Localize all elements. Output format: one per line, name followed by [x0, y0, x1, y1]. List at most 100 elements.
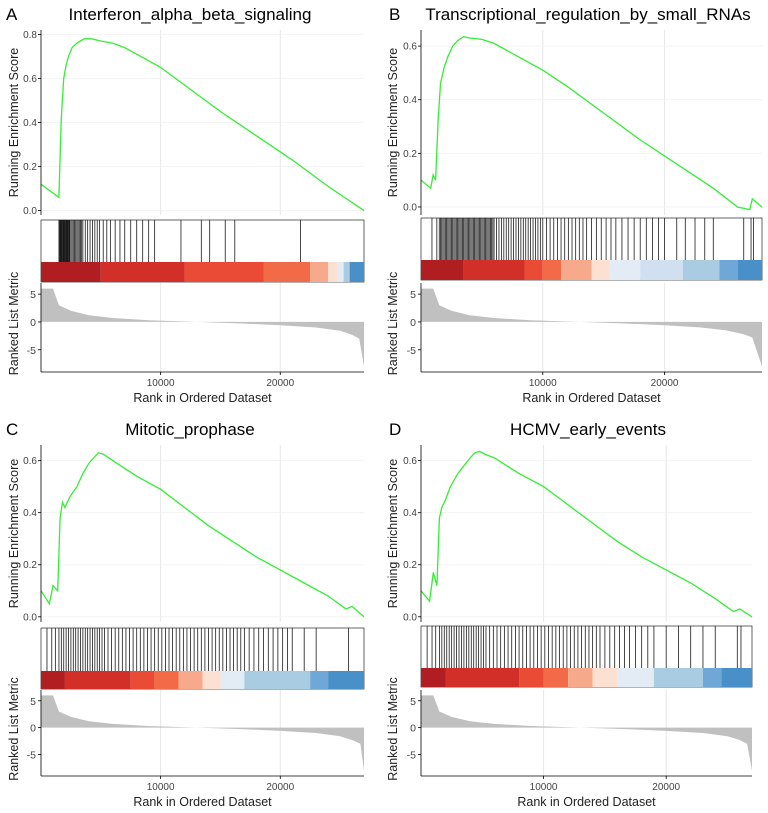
es-y-tick-label: 0.0	[23, 206, 37, 217]
ranked-metric-area	[41, 289, 364, 367]
heat-segment	[617, 668, 654, 687]
es-y-tick-label: 0.0	[23, 612, 37, 623]
heat-segment	[264, 262, 311, 282]
panel-title: Interferon_alpha_beta_signaling	[69, 5, 312, 24]
heat-segment	[65, 671, 131, 689]
panel-letter: C	[6, 420, 18, 439]
heat-segment	[41, 671, 65, 689]
heat-segment	[525, 260, 543, 280]
panel-title: HCMV_early_events	[510, 420, 666, 439]
x-tick-label: 20000	[266, 378, 294, 389]
metric-y-tick-label: -5	[27, 345, 36, 357]
metric-y-axis-label: Ranked List Metric	[7, 272, 21, 376]
running-es-line	[421, 452, 752, 617]
heat-segment	[328, 262, 338, 282]
x-axis-label: Rank in Ordered Dataset	[133, 391, 272, 405]
heat-segment	[131, 671, 155, 689]
heat-segment	[543, 260, 561, 280]
panel-a: A Interferon_alpha_beta_signaling 0.0 0.2 0.…	[6, 5, 364, 405]
heat-segment	[155, 671, 179, 689]
x-tick-label: 10000	[529, 378, 557, 389]
metric-y-tick-label: 0	[410, 317, 416, 329]
heat-segment	[544, 668, 569, 687]
heat-segment	[421, 668, 446, 687]
running-es-line	[41, 39, 364, 211]
x-axis-label: Rank in Ordered Dataset	[517, 795, 656, 809]
metric-y-tick-label: 5	[410, 696, 416, 708]
metric-y-tick-label: 5	[30, 696, 36, 708]
x-tick-label: 20000	[651, 378, 679, 389]
heat-segment	[738, 260, 762, 280]
heat-segment	[610, 260, 640, 280]
heat-segment	[421, 260, 464, 280]
heat-segment	[519, 668, 544, 687]
heat-segment	[244, 671, 310, 689]
heat-segment	[41, 262, 101, 282]
metric-y-tick-label: -5	[27, 750, 36, 762]
es-y-tick-label: 0.6	[23, 74, 37, 85]
heat-segment	[328, 671, 364, 689]
heat-segment	[593, 668, 618, 687]
es-y-tick-label: 0.6	[403, 42, 417, 53]
heat-segment	[203, 671, 221, 689]
metric-y-tick-label: 5	[410, 289, 416, 301]
es-y-tick-label: 0.2	[23, 162, 37, 173]
es-y-tick-label: 0.0	[403, 202, 417, 213]
gsea-figure: A Interferon_alpha_beta_signaling 0.0 0.2 0.…	[0, 0, 768, 813]
heat-segment	[640, 260, 683, 280]
heat-segment	[721, 668, 752, 687]
es-y-tick-label: 0.6	[403, 456, 417, 467]
x-axis-label: Rank in Ordered Dataset	[133, 795, 272, 809]
metric-y-tick-label: -5	[407, 750, 416, 762]
es-y-tick-label: 0.2	[403, 560, 417, 571]
x-tick-label: 10000	[147, 782, 175, 793]
heat-segment	[344, 262, 350, 282]
x-tick-label: 20000	[652, 782, 680, 793]
es-y-tick-label: 0.4	[23, 118, 37, 129]
panel-title: Transcriptional_regulation_by_small_RNAs	[425, 5, 750, 24]
metric-y-axis-label: Ranked List Metric	[7, 677, 21, 781]
metric-y-axis-label: Ranked List Metric	[386, 272, 400, 376]
heat-segment	[101, 262, 185, 282]
heat-segment	[561, 260, 591, 280]
x-tick-label: 10000	[147, 378, 175, 389]
heat-segment	[185, 262, 264, 282]
es-y-axis-label: Running Enrichment Score	[386, 459, 400, 608]
metric-y-tick-label: 0	[30, 723, 36, 735]
heat-segment	[592, 260, 610, 280]
panel-letter: B	[389, 5, 400, 24]
es-y-tick-label: 0.2	[23, 560, 37, 571]
heat-segment	[310, 262, 328, 282]
heat-segment	[350, 262, 364, 282]
ranked-metric-area	[421, 289, 762, 367]
es-y-axis-label: Running Enrichment Score	[7, 48, 21, 197]
heat-segment	[719, 260, 737, 280]
heat-segment	[310, 671, 328, 689]
es-y-axis-label: Running Enrichment Score	[7, 459, 21, 608]
panel-title: Mitotic_prophase	[125, 420, 254, 439]
running-es-line	[421, 37, 762, 210]
es-y-tick-label: 0.2	[403, 149, 417, 160]
panel-letter: D	[389, 420, 401, 439]
heat-segment	[654, 668, 703, 687]
heat-segment	[179, 671, 203, 689]
es-y-tick-label: 0.6	[23, 456, 37, 467]
es-y-tick-label: 0.8	[23, 30, 37, 41]
ranked-metric-area	[421, 695, 752, 770]
panel-letter: A	[6, 5, 18, 24]
panel-b: B Transcriptional_regulation_by_small_RNA…	[386, 5, 762, 405]
heat-segment	[464, 260, 525, 280]
ranked-metric-area	[41, 695, 364, 770]
heat-segment	[568, 668, 593, 687]
running-es-line	[41, 453, 364, 617]
es-y-tick-label: 0.4	[23, 508, 37, 519]
metric-y-tick-label: -5	[407, 345, 416, 357]
metric-y-tick-label: 0	[410, 723, 416, 735]
es-y-tick-label: 0.4	[403, 95, 417, 106]
heat-segment	[338, 262, 344, 282]
heat-segment	[683, 260, 720, 280]
x-tick-label: 20000	[266, 782, 294, 793]
es-y-tick-label: 0.4	[403, 508, 417, 519]
